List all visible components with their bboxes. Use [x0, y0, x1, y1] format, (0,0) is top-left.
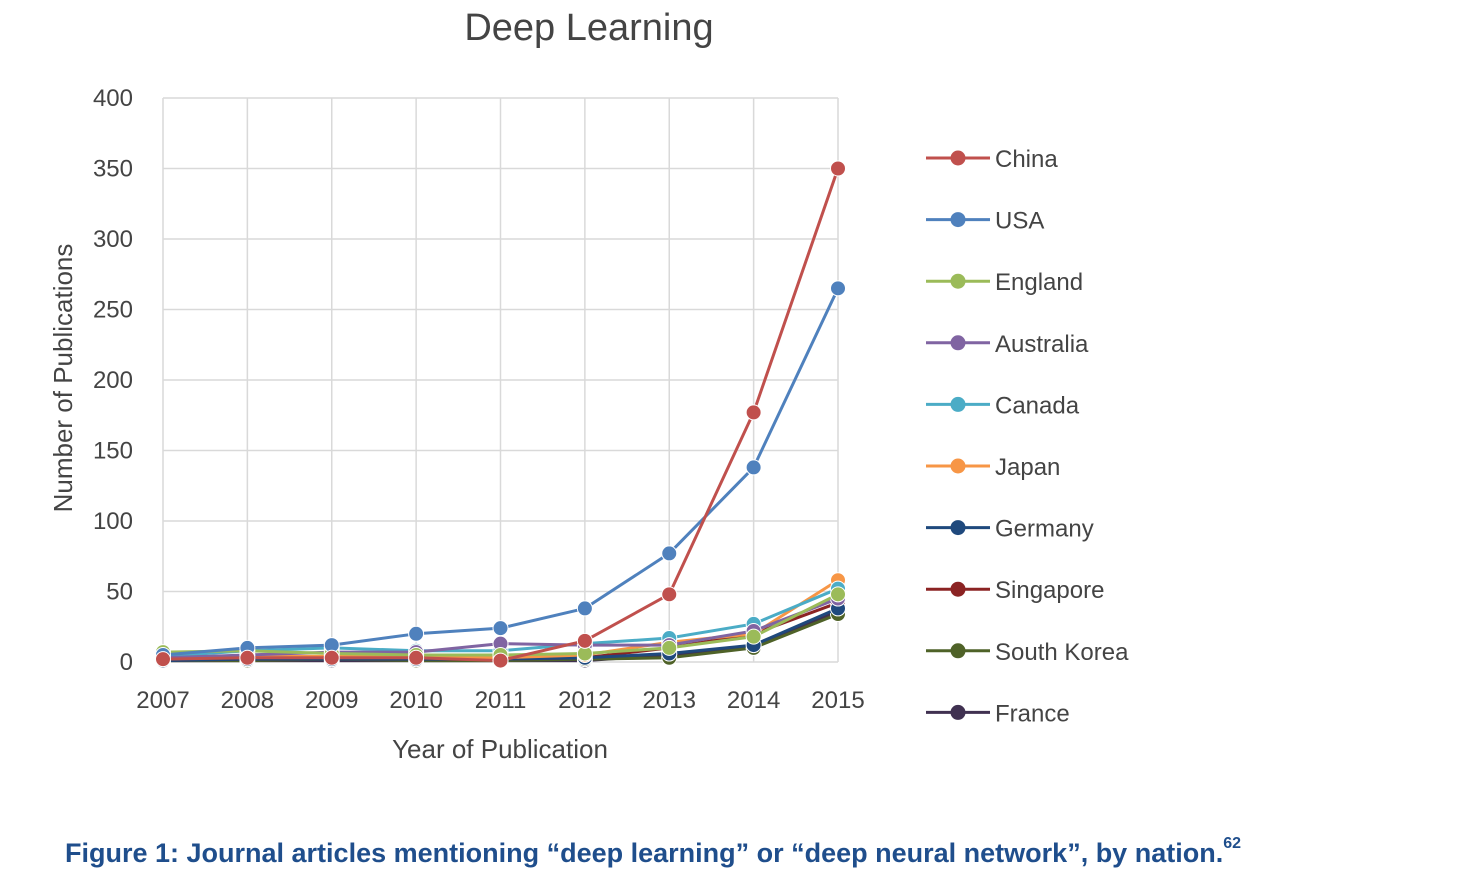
- legend-item: Japan: [926, 454, 1060, 481]
- x-tick-label: 2015: [811, 687, 864, 714]
- legend-swatch-marker: [950, 704, 966, 720]
- legend-item: England: [926, 269, 1083, 296]
- data-point: [661, 586, 678, 603]
- data-point: [576, 600, 593, 617]
- data-point: [323, 649, 340, 666]
- legend-label: France: [995, 700, 1070, 727]
- x-axis-ticks: 2007 2008 2009 2010 2011 2012 2013 2014 2015: [136, 687, 864, 714]
- data-point: [661, 639, 678, 656]
- data-point: [239, 649, 256, 666]
- data-point: [492, 620, 509, 637]
- legend-label: Japan: [995, 454, 1060, 481]
- legend-swatch-marker: [950, 396, 966, 412]
- legend-label: Germany: [995, 516, 1094, 543]
- y-tick-label: 350: [93, 156, 133, 183]
- x-tick-label: 2014: [727, 687, 780, 714]
- data-point: [745, 628, 762, 645]
- data-point: [408, 649, 425, 666]
- legend-item: Singapore: [926, 577, 1104, 604]
- data-point: [408, 625, 425, 642]
- legend-label: China: [995, 146, 1058, 173]
- legend-swatch-marker: [950, 335, 966, 351]
- legend-label: USA: [995, 208, 1044, 235]
- legend-item: China: [926, 146, 1058, 173]
- legend-item: Australia: [926, 331, 1089, 358]
- series-lines: [155, 160, 846, 669]
- y-tick-label: 150: [93, 438, 133, 465]
- y-tick-label: 200: [93, 367, 133, 394]
- figure-caption-text: Figure 1: Journal articles mentioning “d…: [65, 838, 1224, 868]
- x-tick-label: 2008: [221, 687, 274, 714]
- legend-swatch-marker: [950, 212, 966, 228]
- chart-title: Deep Learning: [464, 7, 713, 49]
- legend-label: Singapore: [995, 577, 1104, 604]
- data-point: [745, 404, 762, 421]
- figure-caption: Figure 1: Journal articles mentioning “d…: [65, 835, 1241, 869]
- legend-label: Canada: [995, 392, 1080, 419]
- data-point: [492, 652, 509, 669]
- data-point: [661, 545, 678, 562]
- legend-item: Canada: [926, 392, 1080, 419]
- legend-label: Australia: [995, 331, 1089, 358]
- legend-swatch-marker: [950, 520, 966, 536]
- data-point: [745, 459, 762, 476]
- legend-item: South Korea: [926, 639, 1129, 666]
- legend: China USA England Australia Canada Japan Germa…: [926, 146, 1129, 727]
- x-tick-label: 2013: [643, 687, 696, 714]
- legend-swatch-marker: [950, 273, 966, 289]
- data-point: [830, 586, 846, 603]
- data-point: [576, 632, 593, 649]
- x-tick-label: 2009: [305, 687, 358, 714]
- legend-item: USA: [926, 208, 1044, 235]
- x-tick-label: 2011: [475, 687, 527, 714]
- data-point: [830, 160, 846, 177]
- plot-gridlines: [162, 97, 839, 663]
- y-tick-label: 50: [106, 579, 133, 606]
- y-tick-label: 250: [93, 297, 133, 324]
- legend-swatch-marker: [950, 581, 966, 597]
- legend-item: France: [926, 700, 1070, 727]
- data-point: [830, 280, 846, 297]
- data-point: [155, 651, 171, 668]
- y-axis-title: Number of Publications: [48, 244, 78, 513]
- y-tick-label: 300: [93, 226, 133, 253]
- x-tick-label: 2010: [389, 687, 442, 714]
- x-axis-title: Year of Publication: [392, 734, 608, 764]
- x-tick-label: 2007: [136, 687, 189, 714]
- legend-item: Germany: [926, 516, 1094, 543]
- legend-swatch-marker: [950, 150, 966, 166]
- figure-caption-reference: 62: [1223, 835, 1241, 852]
- series-china: [155, 160, 846, 669]
- y-tick-label: 400: [93, 85, 133, 112]
- y-tick-label: 100: [93, 508, 133, 535]
- legend-swatch-marker: [950, 643, 966, 659]
- legend-swatch-marker: [950, 458, 966, 474]
- y-tick-label: 0: [120, 649, 133, 676]
- y-axis-ticks: 0 50 100 150 200 250 300 350 400: [93, 85, 133, 676]
- legend-label: South Korea: [995, 639, 1129, 666]
- legend-label: England: [995, 269, 1083, 296]
- x-tick-label: 2012: [558, 687, 611, 714]
